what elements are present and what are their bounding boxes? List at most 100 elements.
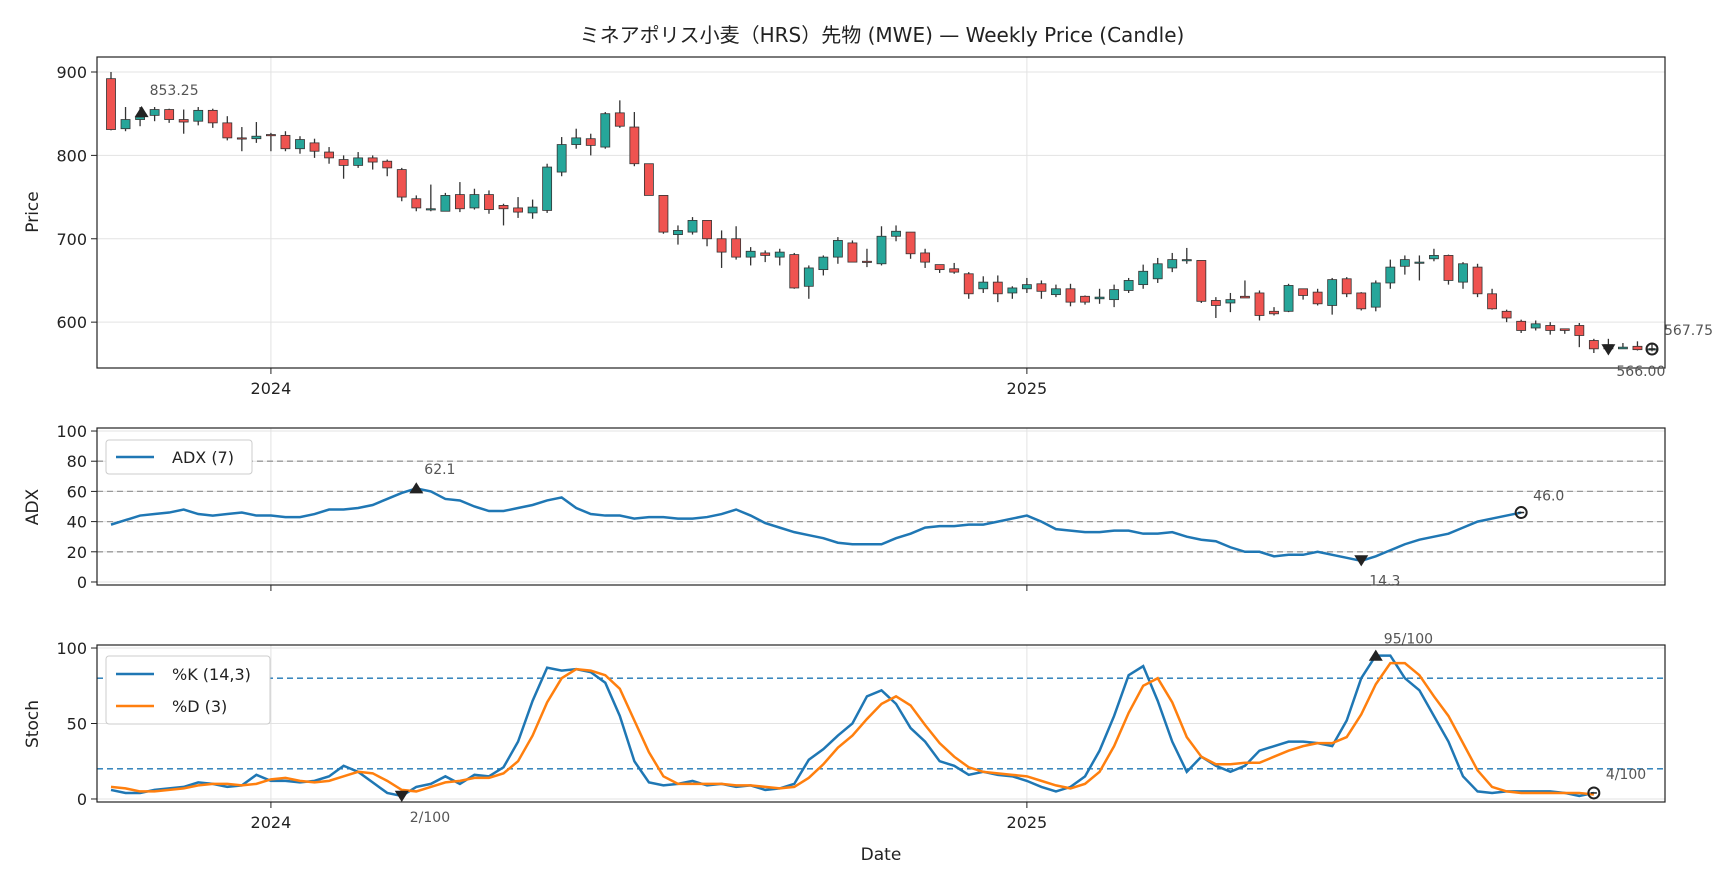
candle-body xyxy=(818,256,829,271)
candle-body xyxy=(207,109,218,124)
candle-body xyxy=(135,116,145,120)
price-max-annotation: 853.25 xyxy=(150,83,199,99)
candle-body xyxy=(687,220,698,233)
d-legend-label: %D (3) xyxy=(172,697,227,716)
adx-min-marker xyxy=(1354,555,1369,567)
candle-body xyxy=(1152,263,1163,280)
candle-body xyxy=(1399,259,1410,267)
candle-body xyxy=(760,252,771,256)
candle-body xyxy=(1196,260,1207,302)
candle-body xyxy=(1385,266,1396,284)
candle-body xyxy=(803,267,814,287)
candle-body xyxy=(222,122,233,139)
candle-body xyxy=(832,240,843,258)
candle-body xyxy=(1574,325,1585,336)
candle-body xyxy=(745,250,756,258)
candle-body xyxy=(1429,255,1439,260)
adx-max-marker xyxy=(409,482,424,494)
candle-body xyxy=(120,119,131,130)
candle-body xyxy=(178,119,189,123)
adx-panel: 0 20 40 60 80 100 ADX 62.1 14.3 46.0 ADX (7) xyxy=(23,422,1666,592)
candle-body xyxy=(1327,279,1338,306)
candle-body xyxy=(396,169,407,198)
candle-body xyxy=(1123,280,1134,291)
candle-body xyxy=(1516,320,1527,331)
candle-body xyxy=(600,113,611,148)
candle-body xyxy=(1080,295,1090,303)
adx-y-axis-label: ADX xyxy=(23,488,43,525)
stoch-max-marker xyxy=(1368,649,1383,661)
candle-body xyxy=(847,242,858,263)
candle-body xyxy=(1312,291,1323,305)
price-min-marker xyxy=(1601,344,1616,356)
candle-body xyxy=(1458,263,1468,283)
k-legend-label: %K (14,3) xyxy=(172,665,251,684)
candle-body xyxy=(789,254,800,289)
candle-body xyxy=(731,238,742,258)
candle-body xyxy=(1065,288,1076,303)
candle-body xyxy=(280,134,291,150)
candle-body xyxy=(542,166,553,211)
candle-body xyxy=(193,109,204,122)
stoch-y-axis-label: Stoch xyxy=(23,700,43,748)
candle-body xyxy=(367,157,378,163)
x-axis-label: Date xyxy=(861,845,902,865)
candle-body xyxy=(658,195,669,233)
stoch-last-annotation: 4/100 xyxy=(1606,767,1646,783)
candle-body xyxy=(1283,285,1294,312)
candle-body xyxy=(1138,270,1149,286)
adx-ytick-label: 20 xyxy=(67,543,87,562)
candle-body xyxy=(251,135,262,140)
stoch-ytick-label: 100 xyxy=(56,639,87,658)
candle-body xyxy=(1094,296,1105,300)
candle-body xyxy=(324,151,334,159)
candle-body xyxy=(1167,259,1178,269)
candle-body xyxy=(1443,255,1454,281)
adx-ytick-label: 40 xyxy=(67,513,87,532)
stoch-xtick-label: 2025 xyxy=(1007,813,1048,832)
candle-body xyxy=(484,194,494,210)
price-max-marker xyxy=(134,105,149,118)
candle-body xyxy=(1472,266,1483,295)
candle-body xyxy=(1240,295,1250,299)
stoch-ytick-label: 50 xyxy=(67,715,87,734)
candle-body xyxy=(614,112,625,127)
candle-body xyxy=(309,142,320,152)
candle-body xyxy=(1269,310,1279,315)
candle-body xyxy=(1298,288,1309,296)
candle-body xyxy=(149,109,160,116)
candle-body xyxy=(571,137,582,145)
stoch-last-marker xyxy=(1587,786,1601,800)
adx-ytick-label: 100 xyxy=(56,422,87,441)
candle-body xyxy=(469,194,480,209)
candle-body xyxy=(1530,323,1541,329)
candle-body xyxy=(338,159,349,166)
price-xtick-label: 2024 xyxy=(251,379,292,398)
price-xtick-label: 2025 xyxy=(1007,379,1048,398)
adx-legend: ADX (7) xyxy=(105,439,253,475)
candle-body xyxy=(862,260,872,263)
adx-legend-label: ADX (7) xyxy=(172,448,234,467)
candle-body xyxy=(1036,283,1047,292)
adx-last-marker xyxy=(1514,506,1528,520)
candle-body xyxy=(934,264,945,271)
candle-body xyxy=(920,252,931,263)
stoch-legend: %K (14,3) %D (3) xyxy=(105,655,271,725)
adx-ytick-label: 0 xyxy=(77,573,87,592)
candle-body xyxy=(716,238,727,253)
adx-max-annotation: 62.1 xyxy=(424,462,455,478)
candle-body xyxy=(1618,346,1628,350)
candle-body xyxy=(440,195,451,212)
candle-body xyxy=(876,235,887,265)
candle-body xyxy=(556,144,567,173)
candle-body xyxy=(1370,282,1381,308)
candle-body xyxy=(1487,293,1497,310)
candle-body xyxy=(774,251,785,258)
candle-body xyxy=(498,205,509,210)
price-panel-frame xyxy=(96,56,1666,369)
candle-body xyxy=(1588,340,1599,350)
candle-body xyxy=(382,160,393,169)
candle-body xyxy=(673,230,683,235)
candle-body xyxy=(1181,259,1192,262)
